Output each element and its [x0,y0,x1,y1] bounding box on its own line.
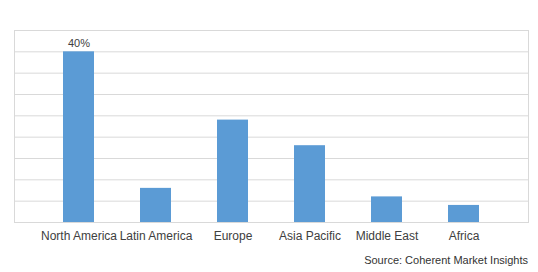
svg-text:Europe: Europe [214,229,253,243]
svg-text:Middle East: Middle East [356,229,419,243]
svg-text:Latin America: Latin America [120,229,193,243]
svg-text:40%: 40% [68,37,90,49]
svg-text:North America: North America [41,229,117,243]
svg-text:Asia Pacific: Asia Pacific [279,229,341,243]
svg-text:Africa: Africa [449,229,480,243]
html-text:Source: Coherent Market Insigh: Source: Coherent Market Insights [364,254,528,266]
